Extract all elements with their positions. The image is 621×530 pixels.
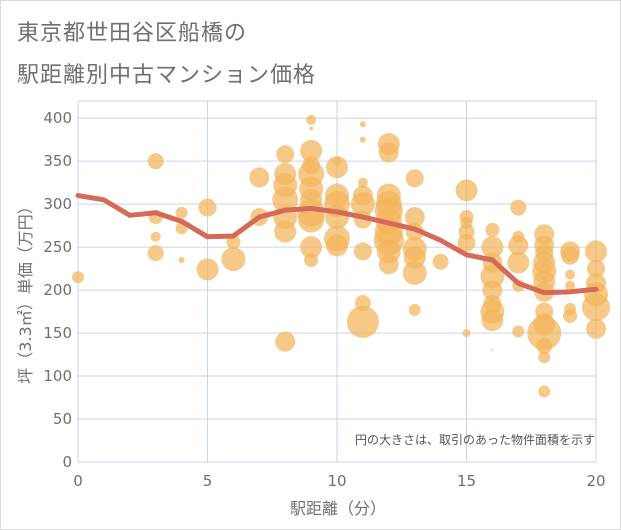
bubble-point bbox=[491, 349, 494, 352]
bubble-point bbox=[405, 169, 424, 188]
bubble-point bbox=[432, 253, 449, 270]
bubble-point bbox=[481, 309, 504, 332]
x-tick-label: 10 bbox=[327, 472, 346, 490]
bubble-point bbox=[198, 198, 217, 217]
bubble-point bbox=[536, 337, 553, 354]
bubble-point bbox=[147, 245, 164, 262]
bubble-point bbox=[457, 233, 476, 252]
bubble-point bbox=[272, 186, 299, 213]
bubble-point bbox=[309, 126, 314, 131]
bubble-point bbox=[482, 280, 503, 301]
bubble-point bbox=[304, 253, 319, 268]
chart-title-line-2: 駅距離別中古マンション価格 bbox=[17, 63, 317, 88]
size-annotation: 円の大きさは、取引のあった物件面積を示す bbox=[355, 432, 595, 447]
bubble-point bbox=[507, 251, 530, 274]
y-tick-label: 150 bbox=[43, 324, 72, 342]
bubble-point bbox=[196, 258, 219, 281]
bubble-point bbox=[481, 236, 504, 259]
bubble-point bbox=[565, 269, 576, 280]
bubble-point bbox=[359, 136, 366, 143]
bubble-point bbox=[306, 114, 317, 125]
bubble-point bbox=[72, 271, 84, 284]
bubble-point bbox=[586, 318, 606, 339]
bubble-point bbox=[587, 259, 605, 278]
bubble-point bbox=[510, 199, 527, 216]
bubble-point bbox=[178, 257, 185, 264]
x-axis-label: 駅距離（分） bbox=[290, 499, 386, 518]
x-tick-label: 15 bbox=[457, 472, 476, 490]
bubble-point bbox=[404, 207, 425, 228]
bubble-point bbox=[527, 316, 562, 351]
bubble-point bbox=[565, 280, 576, 291]
bubble-point bbox=[538, 351, 551, 364]
bubble-point bbox=[585, 240, 607, 263]
bubble-point bbox=[485, 222, 500, 237]
y-tick-label: 300 bbox=[43, 195, 72, 213]
bubble-point bbox=[512, 325, 525, 338]
chart-title-line-1: 東京都世田谷区船橋の bbox=[17, 21, 248, 46]
bubble-point bbox=[378, 254, 399, 275]
bubble-point bbox=[221, 247, 246, 272]
y-tick-label: 100 bbox=[43, 367, 72, 385]
bubble-point bbox=[402, 260, 427, 285]
bubble-point bbox=[326, 156, 348, 179]
bubble-point bbox=[276, 145, 295, 164]
bubble-point bbox=[274, 220, 297, 243]
y-tick-label: 200 bbox=[43, 281, 72, 299]
bubble-point bbox=[462, 329, 471, 338]
y-axis-label: 坪（3.3㎡）単価（万円） bbox=[16, 198, 35, 383]
bubble-point bbox=[538, 385, 551, 398]
x-tick-label: 5 bbox=[203, 472, 213, 490]
bubble-point bbox=[175, 206, 188, 219]
bubble-point bbox=[150, 231, 161, 242]
bubble-point bbox=[249, 167, 270, 188]
bubble-point bbox=[455, 179, 478, 202]
bubble-point bbox=[326, 234, 348, 257]
bubble-point bbox=[357, 177, 368, 188]
trend-line bbox=[75, 193, 599, 296]
y-tick-label: 250 bbox=[43, 238, 72, 256]
y-tick-label: 50 bbox=[53, 410, 72, 428]
bubble-point bbox=[298, 206, 325, 233]
bubble-point bbox=[561, 246, 580, 265]
bubble-point bbox=[346, 305, 379, 338]
bubble-point bbox=[275, 331, 296, 352]
trend-line-group bbox=[75, 193, 599, 296]
bubble-point bbox=[350, 192, 375, 217]
x-tick-label: 20 bbox=[586, 472, 605, 490]
bubble-point bbox=[300, 139, 323, 162]
y-tick-label: 0 bbox=[62, 453, 72, 471]
x-tick-label: 0 bbox=[73, 472, 83, 490]
bubble-point bbox=[353, 242, 372, 261]
bubble-point bbox=[300, 236, 323, 259]
bubbles bbox=[72, 114, 610, 398]
bubble-point bbox=[508, 235, 529, 256]
bubble-point bbox=[408, 303, 421, 316]
y-tick-label: 350 bbox=[43, 152, 72, 170]
bubble-point bbox=[563, 308, 578, 323]
bubble-point bbox=[147, 153, 164, 170]
y-tick-label: 400 bbox=[43, 109, 72, 127]
bubble-point bbox=[378, 142, 399, 163]
bubble-point bbox=[359, 121, 366, 128]
bubble-point bbox=[582, 293, 610, 322]
